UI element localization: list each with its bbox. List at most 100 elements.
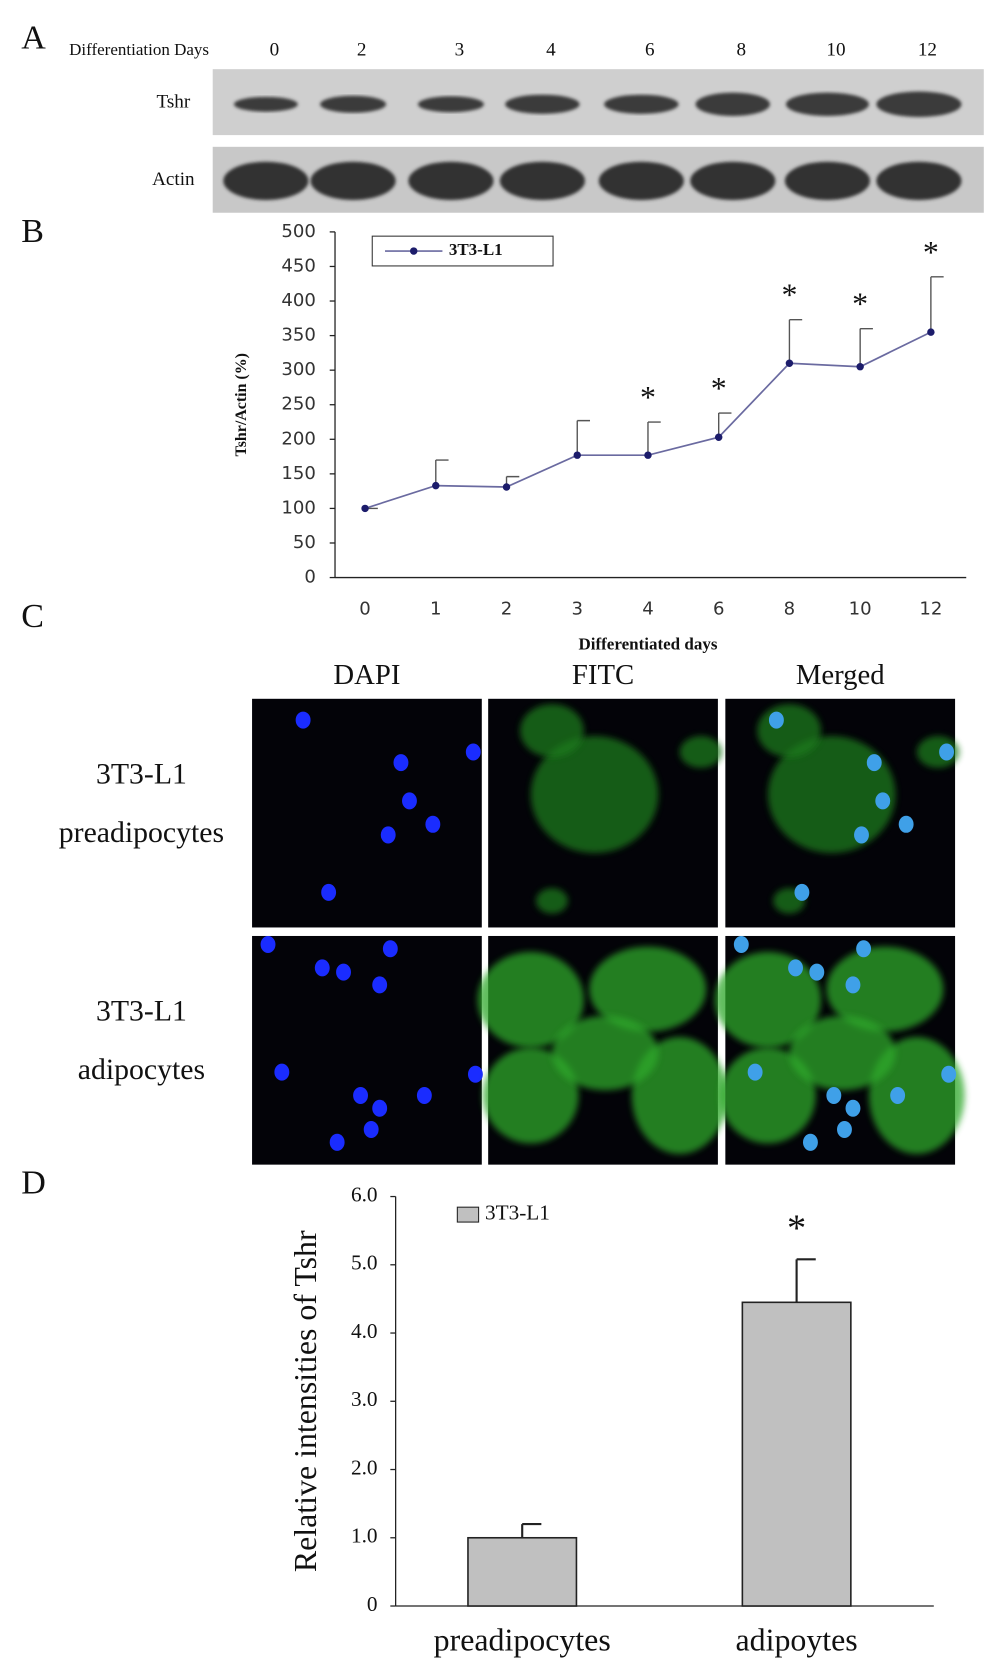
y-tick-label: 350: [281, 325, 316, 346]
error-bar: [788, 319, 803, 364]
blot-day-label: 10: [826, 39, 845, 60]
nucleus: [274, 1063, 290, 1081]
y-tick-label: 4.0: [351, 1319, 378, 1343]
x-axis-label: Differentiated days: [578, 635, 717, 654]
nucleus: [866, 754, 882, 772]
blot-band: [417, 96, 484, 113]
nucleus: [260, 935, 276, 953]
nucleus: [467, 1065, 483, 1083]
blot-row-label: Tshr: [156, 92, 190, 113]
nucleus: [372, 1099, 388, 1117]
bar: [741, 1301, 852, 1607]
x-tick-label: 10: [849, 598, 872, 619]
x-tick-label: 6: [713, 598, 725, 619]
blot-row-label: Actin: [152, 169, 195, 190]
nucleus: [845, 976, 861, 994]
nucleus: [854, 826, 869, 844]
y-tick-label: 0: [304, 567, 316, 588]
y-tick-label: 100: [281, 497, 316, 518]
x-tick-label: 0: [359, 598, 371, 619]
nucleus: [380, 826, 396, 844]
blot-header: Differentiation Days: [69, 40, 209, 59]
blot-band: [876, 161, 962, 200]
cell-stain: [789, 1015, 896, 1091]
blot-band: [310, 161, 396, 200]
x-tick-label: 2: [501, 598, 513, 619]
significance-label: *: [711, 371, 727, 406]
blot-day-label: 3: [455, 39, 465, 60]
micrograph: [252, 698, 482, 928]
bar: [467, 1536, 578, 1607]
cell-stain: [720, 1047, 816, 1144]
significance-label: *: [787, 1207, 806, 1249]
nucleus: [733, 935, 749, 953]
blot-band: [784, 161, 870, 200]
cell-stain: [679, 736, 723, 768]
nucleus: [875, 792, 891, 810]
row-label: 3T3-L1: [96, 757, 187, 790]
channel-label: FITC: [572, 659, 634, 691]
blot-band: [785, 92, 869, 116]
row-label: preadipocytes: [59, 816, 224, 849]
y-tick-label: 0: [367, 1592, 378, 1616]
row-label: 3T3-L1: [96, 994, 187, 1027]
y-tick-label: 2.0: [351, 1455, 378, 1479]
channel-label: DAPI: [333, 659, 400, 691]
nucleus: [416, 1087, 432, 1105]
cell-stain: [520, 704, 584, 758]
blot-band: [320, 95, 387, 113]
legend-box: [371, 235, 554, 267]
significance-label: *: [640, 380, 656, 415]
nucleus: [329, 1133, 345, 1151]
cell-stain: [482, 1047, 579, 1144]
panel-label: C: [21, 598, 44, 635]
y-tick-label: 400: [281, 290, 316, 311]
nucleus: [788, 959, 803, 977]
nucleus: [336, 963, 351, 981]
cell-stain: [826, 946, 944, 1032]
x-tick-label: preadipocytes: [434, 1623, 611, 1658]
cell-stain: [767, 736, 896, 854]
nucleus: [768, 711, 784, 729]
error-bar: [718, 412, 732, 438]
x-tick-label: 4: [642, 598, 654, 619]
nucleus: [321, 883, 337, 901]
nucleus: [941, 1065, 957, 1083]
data-point: [714, 433, 723, 441]
cell-stain: [757, 704, 822, 758]
legend-label: 3T3-L1: [449, 240, 503, 259]
blot-band: [876, 91, 962, 118]
legend-swatch: [456, 1206, 480, 1223]
significance-label: *: [852, 287, 868, 322]
error-bar: [930, 276, 944, 333]
nucleus: [465, 743, 481, 761]
blot-band: [505, 94, 580, 114]
blot-band: [223, 161, 309, 200]
error-bar: [795, 1258, 816, 1303]
cell-stain: [477, 951, 584, 1048]
panel-label: D: [21, 1165, 46, 1202]
error-bar: [859, 327, 873, 367]
x-tick-label: adipoytes: [735, 1623, 857, 1658]
panel-label: A: [21, 19, 46, 56]
nucleus: [794, 883, 810, 901]
nucleus: [353, 1087, 368, 1105]
y-axis-label: Relative intensities of Tshr: [288, 1230, 323, 1572]
nucleus: [826, 1087, 842, 1105]
cell-stain: [530, 736, 659, 854]
blot-band: [690, 161, 776, 200]
error-bar: [435, 459, 449, 486]
cell-stain: [536, 888, 568, 914]
error-bar: [521, 1523, 542, 1538]
cell-stain: [631, 1037, 728, 1155]
error-bar: [647, 421, 661, 456]
legend-swatch: [410, 247, 418, 255]
error-bar: [576, 419, 591, 456]
y-tick-label: 500: [281, 221, 316, 242]
nucleus: [382, 940, 398, 958]
y-tick-label: 250: [281, 394, 316, 415]
legend-label: 3T3-L1: [485, 1201, 550, 1225]
data-point: [856, 362, 864, 371]
data-point: [502, 483, 511, 491]
